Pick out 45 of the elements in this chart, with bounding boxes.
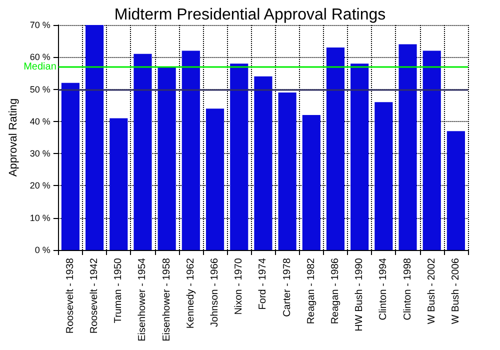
bar [422, 50, 441, 250]
bar [110, 118, 128, 250]
x-tick-label: Clinton - 1994 [378, 258, 390, 320]
bar [302, 115, 320, 250]
bar [350, 64, 369, 250]
x-tick-label: Johnson - 1966 [210, 258, 221, 327]
x-tick-label: Nixon - 1970 [234, 258, 245, 315]
x-tick-label: Clinton - 1998 [402, 258, 414, 320]
y-tick-label: 0 % [34, 245, 50, 255]
y-tick-label: 40 % [30, 116, 50, 126]
y-tick-label: 50 % [30, 84, 50, 94]
y-tick-label: 20 % [30, 180, 50, 191]
x-tick-label: Truman - 1950 [113, 258, 124, 324]
x-tick-label: Reagan - 1982 [306, 258, 317, 324]
x-tick-label: Carter - 1978 [282, 258, 293, 317]
y-tick-label: 60 % [30, 52, 50, 62]
x-tick-label: HW Bush - 1990 [354, 258, 366, 332]
x-tick-label: Roosevelt - 1938 [64, 258, 76, 334]
y-tick-label: 10 % [30, 212, 50, 223]
x-tick-label: Eisenhower - 1954 [137, 258, 148, 342]
y-axis-title: Approval Rating [8, 98, 20, 177]
y-tick-label: 70 % [30, 20, 50, 30]
bar [134, 54, 152, 250]
bar [398, 44, 417, 250]
x-tick-label: W Bush - 2006 [450, 258, 462, 324]
ref-line-label: Median [24, 61, 56, 72]
bar [182, 50, 200, 250]
bar [374, 102, 393, 250]
bar [326, 48, 345, 250]
x-tick-label: Roosevelt - 1942 [89, 258, 100, 334]
bar [206, 108, 224, 250]
bar [254, 76, 272, 250]
bar [278, 92, 296, 250]
chart-title: Midterm Presidential Approval Ratings [114, 6, 386, 24]
bar [86, 25, 104, 250]
x-tick-label: Ford - 1974 [258, 258, 269, 310]
x-tick-label: W Bush - 2002 [426, 258, 438, 324]
x-tick-label: Reagan - 1986 [330, 258, 341, 324]
x-tick-label: Kennedy - 1962 [185, 258, 196, 329]
bar [446, 131, 465, 250]
bar [158, 66, 176, 250]
bar [230, 64, 248, 250]
bar [61, 82, 80, 250]
y-tick-label: 30 % [30, 148, 50, 159]
x-tick-label: Eisenhower - 1958 [161, 258, 172, 342]
